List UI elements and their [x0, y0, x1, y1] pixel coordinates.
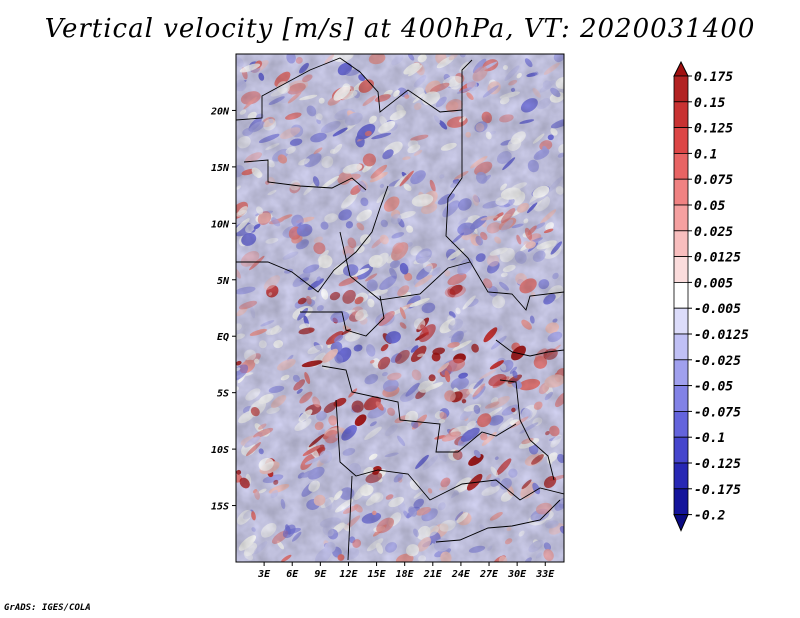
colorbar-label: 0.075: [694, 173, 733, 188]
colorbar-label: -0.025: [694, 354, 741, 369]
chart-title: Vertical velocity [m/s] at 400hPa, VT: 2…: [44, 14, 756, 44]
x-tick-label: 18E: [396, 569, 415, 580]
x-tick-label: 30E: [507, 569, 527, 580]
colorbar-label: 0.1: [694, 147, 717, 162]
colorbar-label: 0.175: [694, 70, 733, 85]
country-borders: [236, 57, 564, 561]
colorbar-label: 0.15: [694, 96, 725, 111]
colorbar-segment: [673, 488, 689, 515]
colorbar-segment: [673, 333, 689, 361]
colorbar-label: -0.1: [694, 431, 725, 446]
colorbar-segment: [673, 462, 689, 490]
colorbar-bottom-arrow: [673, 514, 689, 532]
colorbar-segment: [673, 178, 689, 206]
colorbar-segment: [673, 307, 689, 335]
colorbar-label: -0.005: [694, 302, 741, 317]
y-tick-label: 15S: [211, 502, 229, 513]
colorbar-label: 0.05: [694, 199, 725, 214]
colorbar-segment: [673, 204, 689, 232]
colorbar-label: -0.05: [694, 380, 733, 395]
x-tick-label: 15E: [368, 569, 387, 580]
colorbar-segment: [673, 152, 689, 180]
colorbar-label: -0.2: [694, 509, 725, 524]
x-tick-label: 6E: [286, 569, 299, 580]
colorbar-segment: [673, 75, 689, 103]
grads-credit: GrADS: IGES/COLA: [4, 603, 91, 613]
colorbar-label: 0.125: [694, 122, 733, 137]
colorbar-label: -0.125: [694, 457, 741, 472]
y-tick-label: 5S: [217, 389, 229, 400]
plot-frame: [235, 53, 565, 563]
x-tick-label: 33E: [535, 569, 555, 580]
x-tick-label: 12E: [339, 569, 358, 580]
colorbar-segment: [673, 230, 689, 258]
y-axis: 20N 15N 10N 5N EQ 5S 10S 15S: [210, 106, 236, 513]
x-tick-label: 27E: [479, 569, 499, 580]
colorbar-label: 0.025: [694, 225, 733, 240]
colorbar-segment: [673, 359, 689, 386]
colorbar-label: -0.075: [694, 405, 741, 420]
colorbar-segment: [673, 127, 689, 154]
colorbar-label: -0.0125: [694, 328, 749, 343]
y-tick-label: EQ: [217, 332, 229, 343]
colorbar-segment: [673, 101, 689, 129]
colorbar-label: 0.0125: [694, 251, 741, 266]
x-tick-label: 9E: [314, 569, 327, 580]
colorbar-segment: [673, 256, 689, 283]
colorbar-top-arrow: [673, 60, 689, 77]
x-tick-label: 24E: [451, 569, 471, 580]
colorbar-segment: [673, 281, 689, 309]
colorbar-label: 0.005: [694, 276, 733, 291]
colorbar-segment: [673, 385, 689, 412]
velocity-field: [236, 54, 564, 562]
colorbar-segment: [673, 410, 689, 438]
y-tick-label: 20N: [210, 106, 230, 117]
x-tick-label: 21E: [423, 569, 443, 580]
colorbar: 0.175 0.15 0.125 0.1 0.075 0.05 0.025 0.0125 0.0…: [673, 60, 749, 532]
x-axis: 3E 6E 9E 12E 15E 18E 21E 24E 27E 30E 33E: [257, 562, 555, 580]
y-tick-label: 10S: [211, 445, 229, 456]
y-tick-label: 5N: [217, 276, 230, 287]
y-tick-label: 15N: [211, 163, 230, 174]
field-texture: [236, 54, 564, 562]
colorbar-segment: [673, 436, 689, 464]
colorbar-label: -0.175: [694, 483, 741, 498]
x-tick-label: 3E: [257, 569, 271, 580]
y-tick-label: 10N: [211, 219, 230, 230]
